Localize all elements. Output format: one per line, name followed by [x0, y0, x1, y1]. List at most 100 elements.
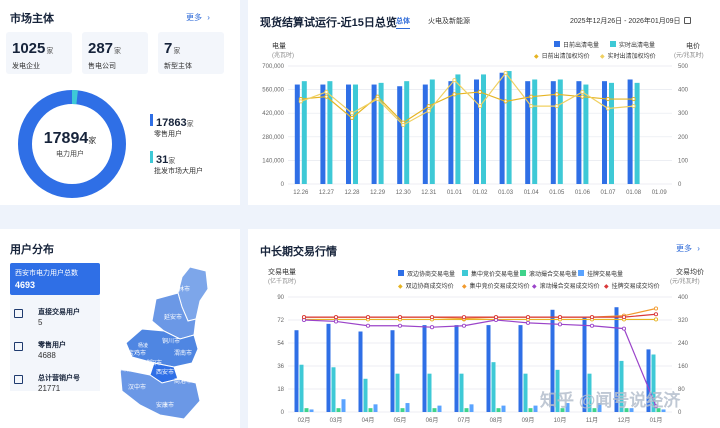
- lt-legend-2[interactable]: 滚动撮合交易电量: [520, 269, 577, 278]
- lt-legend-7[interactable]: ◆ 挂牌交易成交均价: [604, 281, 660, 290]
- stat-retailers: 287家 售电公司: [82, 32, 148, 74]
- line-point: [525, 320, 531, 325]
- shaanxi-map: 榆林市 延安市 铜川市 渭南市 宝鸡市 西安市 咸阳市 商洛市 汉中市 安康市 …: [119, 266, 209, 420]
- y-tick-label: 700,000: [262, 64, 284, 70]
- spot-title: 现货结算试运行-近15日总览: [260, 17, 397, 29]
- stat-generators: 1025家 发电企业: [6, 32, 72, 74]
- y-tick-label: 140,000: [262, 158, 284, 164]
- line-point: [397, 315, 403, 320]
- x-tick-label: 01.03: [498, 190, 514, 196]
- line-point: [554, 104, 559, 109]
- x-tick-label: 01.01: [447, 190, 463, 196]
- lt-legend-4[interactable]: ◆ 双边协商成交均价: [398, 281, 454, 290]
- line-point: [580, 89, 585, 95]
- longterm-chart: 0 18 36 54 72 90 0 80 160 240 320 400 02月 03月 04月 05月 06…: [277, 295, 689, 424]
- bar: [557, 79, 563, 184]
- spot-legend-2[interactable]: ◆ 日前出清加权均价: [534, 51, 590, 60]
- line-point: [397, 323, 403, 328]
- market-more-link[interactable]: 更多 ›: [186, 12, 210, 23]
- y-tick-label: 0: [281, 182, 285, 188]
- bar: [459, 373, 464, 412]
- bar: [422, 84, 428, 184]
- line-point: [621, 326, 627, 331]
- lt-legend-0[interactable]: 双边协商交易电量: [398, 269, 455, 278]
- bar: [634, 82, 640, 184]
- y2-tick-label: 160: [678, 364, 689, 370]
- lt-legend-1[interactable]: 集中竞价交易电量: [462, 269, 519, 278]
- bar: [400, 408, 405, 412]
- bar: [582, 317, 587, 412]
- lt-legend-3[interactable]: 挂牌交易电量: [578, 269, 623, 278]
- line-point: [426, 108, 431, 113]
- users-total-card[interactable]: 西安市电力用户总数 4693: [10, 263, 100, 295]
- lt-legend-6[interactable]: ◆ 滚动撮合交易成交均价: [532, 281, 600, 290]
- tab-overall[interactable]: 总体: [396, 16, 410, 29]
- legend-swatch: [610, 41, 616, 47]
- bar: [455, 74, 461, 184]
- legend-label: 日前出清加权均价: [541, 54, 590, 60]
- legend-marker: ◆: [534, 54, 539, 60]
- map-label: 宝鸡市: [128, 349, 146, 357]
- x-tick-label: 08月: [490, 417, 503, 424]
- bar: [429, 79, 435, 184]
- x-tick-label: 04月: [362, 417, 375, 424]
- x-tick-label: 10月: [554, 417, 567, 424]
- legend-label: 双边协商成交均价: [405, 284, 454, 290]
- line-point: [429, 325, 435, 330]
- bar: [427, 373, 432, 412]
- bar: [309, 409, 314, 412]
- bar: [336, 408, 341, 412]
- spot-legend-1[interactable]: 实时出清电量: [610, 40, 655, 49]
- bar: [499, 72, 505, 184]
- tab-thermal-renewable[interactable]: 火电及新能源: [428, 16, 470, 26]
- lt-legend-5[interactable]: ◆ 集中竞价交易成交均价: [462, 281, 530, 290]
- bar: [304, 408, 309, 412]
- stat-value: 287: [88, 40, 114, 57]
- x-tick-label: 01.09: [652, 190, 668, 196]
- map-label: 渭南市: [174, 349, 192, 357]
- users-item-label: 直接交易用户: [38, 309, 80, 316]
- bar: [550, 309, 555, 412]
- spot-right-axis-unit: (元/兆瓦时): [674, 53, 704, 59]
- legend-label: 日前出清电量: [563, 43, 600, 49]
- lt-left-axis-unit: (亿千瓦时): [268, 279, 296, 285]
- retail-value: 17863: [156, 117, 187, 129]
- bar: [619, 360, 624, 412]
- longterm-more-link[interactable]: 更多 ›: [676, 243, 700, 254]
- market-panel: 市场主体 更多 › 1025家 发电企业 287家 售电公司 7家 新型主体 1…: [0, 0, 240, 205]
- map-label: 铜川市: [162, 337, 180, 345]
- bar: [646, 349, 651, 412]
- spot-legend-3[interactable]: ◆ 实时出清加权均价: [600, 51, 656, 60]
- legend-swatch-wholesale: [150, 151, 153, 163]
- date-range-picker[interactable]: 2025年12月26日 - 2026年01月09日: [570, 16, 692, 26]
- legend-marker: ◆: [532, 284, 537, 290]
- bar: [550, 81, 556, 184]
- y2-tick-label: 0: [678, 182, 682, 188]
- bar: [576, 81, 582, 184]
- line-point: [580, 94, 585, 99]
- legend-marker: ◆: [604, 284, 609, 290]
- bar: [404, 81, 410, 184]
- map-label: 西安市: [156, 368, 174, 376]
- spot-legend-0[interactable]: 日前出清电量: [554, 40, 599, 49]
- tab-thermal-label: 火电及新能源: [428, 18, 470, 25]
- y2-tick-label: 400: [678, 295, 689, 301]
- spot-right-axis-title: 电价: [686, 43, 700, 50]
- line-point: [452, 78, 457, 83]
- bar: [294, 330, 299, 412]
- spot-left-axis-unit: (兆瓦时): [272, 53, 294, 59]
- bar: [341, 399, 346, 412]
- legend-swatch: [520, 270, 526, 276]
- line-point: [653, 317, 659, 322]
- bar: [373, 404, 378, 412]
- map-label: 商洛市: [174, 377, 192, 385]
- bar: [405, 403, 410, 412]
- calendar-icon: [684, 17, 692, 24]
- bar: [368, 408, 373, 412]
- y-tick-label: 560,000: [262, 88, 284, 94]
- bar: [454, 325, 459, 412]
- bar: [583, 84, 589, 184]
- x-tick-label: 12.31: [421, 190, 437, 196]
- line-point: [365, 323, 371, 328]
- line-point: [631, 96, 636, 102]
